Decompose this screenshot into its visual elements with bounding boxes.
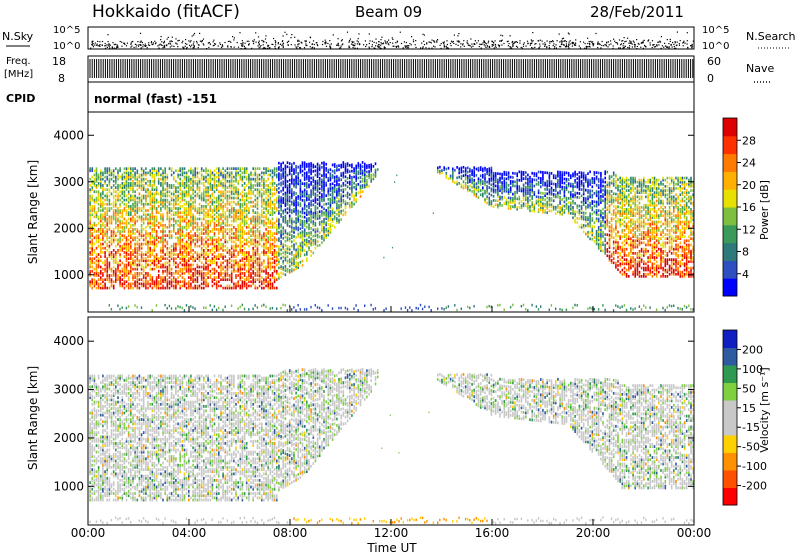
x-tick-label: 12:00 bbox=[374, 526, 409, 540]
colorbar-tick-label: -200 bbox=[742, 480, 767, 493]
nave-tick-high: 60 bbox=[707, 55, 721, 68]
nsearch-tick-low: 10^0 bbox=[702, 41, 729, 52]
nsky-label: N.Sky bbox=[2, 30, 34, 43]
colorbar-segment bbox=[723, 171, 737, 190]
colorbar-tick-label: -100 bbox=[742, 460, 767, 473]
beam-title: Beam 09 bbox=[355, 3, 422, 21]
x-tick-label: 04:00 bbox=[172, 526, 207, 540]
colorbar-segment bbox=[723, 417, 737, 436]
y-tick-label: 4000 bbox=[53, 128, 84, 142]
power-heatmap bbox=[89, 161, 694, 312]
time-x-axis: 00:00 04:00 08:00 12:00 16:00 20:00 00:00 bbox=[71, 306, 712, 540]
colorbar-segment bbox=[723, 452, 737, 471]
colorbar-segment bbox=[723, 207, 737, 226]
colorbar-tick-label: -15 bbox=[742, 421, 760, 434]
colorbar-tick-label: 20 bbox=[742, 179, 756, 192]
colorbar-tick-label: 15 bbox=[742, 402, 756, 415]
colorbar-tick-label: 12 bbox=[742, 223, 756, 236]
colorbar-segment bbox=[723, 242, 737, 261]
colorbar-segment bbox=[723, 224, 737, 244]
nsky-panel bbox=[87, 26, 695, 50]
colorbar-tick-label: 8 bbox=[742, 246, 749, 259]
x-tick-label: 00:00 bbox=[677, 526, 712, 540]
colorbar-segment bbox=[723, 487, 737, 506]
colorbar-segment bbox=[723, 400, 737, 418]
colorbar-segment bbox=[723, 470, 737, 488]
x-tick-label: 00:00 bbox=[71, 526, 106, 540]
x-tick-label: 08:00 bbox=[273, 526, 308, 540]
colorbar-tick-label: 24 bbox=[742, 157, 756, 170]
velocity-colorbar-label: Velocity [m s⁻¹] bbox=[758, 367, 771, 452]
colorbar-tick-label: -50 bbox=[742, 441, 760, 454]
y-tick-label: 3000 bbox=[53, 383, 84, 397]
colorbar-segment bbox=[723, 189, 737, 208]
nsearch-tick-high: 10^5 bbox=[702, 25, 729, 36]
colorbar-tick-label: 28 bbox=[742, 134, 756, 147]
power-colorbar-ticks: 28 24 20 16 12 8 4 bbox=[737, 134, 756, 281]
colorbar-segment bbox=[723, 382, 737, 401]
freq-panel bbox=[87, 55, 695, 83]
colorbar-segment bbox=[723, 435, 737, 453]
nsky-tick-low: 10^0 bbox=[53, 41, 80, 52]
freq-tick-high: 18 bbox=[52, 55, 66, 68]
colorbar-segment bbox=[723, 330, 737, 348]
date-title: 28/Feb/2011 bbox=[590, 3, 684, 21]
power-y-axis-label: Slant Range [km] bbox=[26, 160, 40, 264]
power-colorbar bbox=[722, 117, 738, 297]
colorbar-segment bbox=[723, 153, 737, 172]
colorbar-tick-label: 4 bbox=[742, 268, 749, 281]
colorbar-segment bbox=[723, 260, 737, 279]
y-tick-label: 2000 bbox=[53, 221, 84, 235]
cpid-label: CPID bbox=[6, 92, 35, 105]
velocity-heatmap bbox=[89, 368, 694, 525]
velocity-colorbar-ticks: 200 100 50 15 -15 -50 -100 -200 bbox=[737, 343, 767, 493]
y-tick-label: 1000 bbox=[53, 268, 84, 282]
power-colorbar-label: Power [dB] bbox=[758, 180, 771, 240]
x-tick-label: 20:00 bbox=[576, 526, 611, 540]
colorbar-segment bbox=[723, 278, 737, 297]
freq-tick-low: 8 bbox=[58, 72, 65, 85]
y-tick-label: 3000 bbox=[53, 175, 84, 189]
nave-tick-low: 0 bbox=[707, 72, 714, 85]
velocity-y-axis-label: Slant Range [km] bbox=[26, 366, 40, 470]
colorbar-tick-label: 200 bbox=[742, 343, 763, 356]
colorbar-tick-label: 16 bbox=[742, 201, 756, 214]
colorbar-segment bbox=[723, 118, 737, 137]
velocity-colorbar bbox=[722, 329, 738, 506]
velocity-y-axis: 1000 2000 3000 4000 bbox=[53, 334, 694, 493]
y-tick-label: 4000 bbox=[53, 334, 84, 348]
nsky-trace bbox=[90, 31, 694, 50]
freq-label: Freq. bbox=[6, 56, 31, 67]
colorbar-segment bbox=[723, 347, 737, 366]
power-y-axis: 1000 2000 3000 4000 bbox=[53, 128, 694, 282]
colorbar-tick-label: 50 bbox=[742, 382, 756, 395]
colorbar-tick-label: 100 bbox=[742, 363, 763, 376]
freq-trace bbox=[89, 59, 694, 78]
freq-unit-label: [MHz] bbox=[4, 69, 33, 80]
y-tick-label: 2000 bbox=[53, 431, 84, 445]
y-tick-label: 1000 bbox=[53, 479, 84, 493]
cpid-text: normal (fast) -151 bbox=[94, 92, 217, 106]
time-x-axis-label: Time UT bbox=[366, 541, 417, 554]
nsky-tick-high: 10^5 bbox=[53, 25, 80, 36]
nsearch-label: N.Search bbox=[746, 30, 796, 43]
colorbar-segment bbox=[723, 135, 737, 155]
nave-label: Nave bbox=[746, 62, 774, 75]
station-title: Hokkaido (fitACF) bbox=[92, 2, 240, 22]
colorbar-segment bbox=[723, 365, 737, 383]
x-tick-label: 16:00 bbox=[475, 526, 510, 540]
